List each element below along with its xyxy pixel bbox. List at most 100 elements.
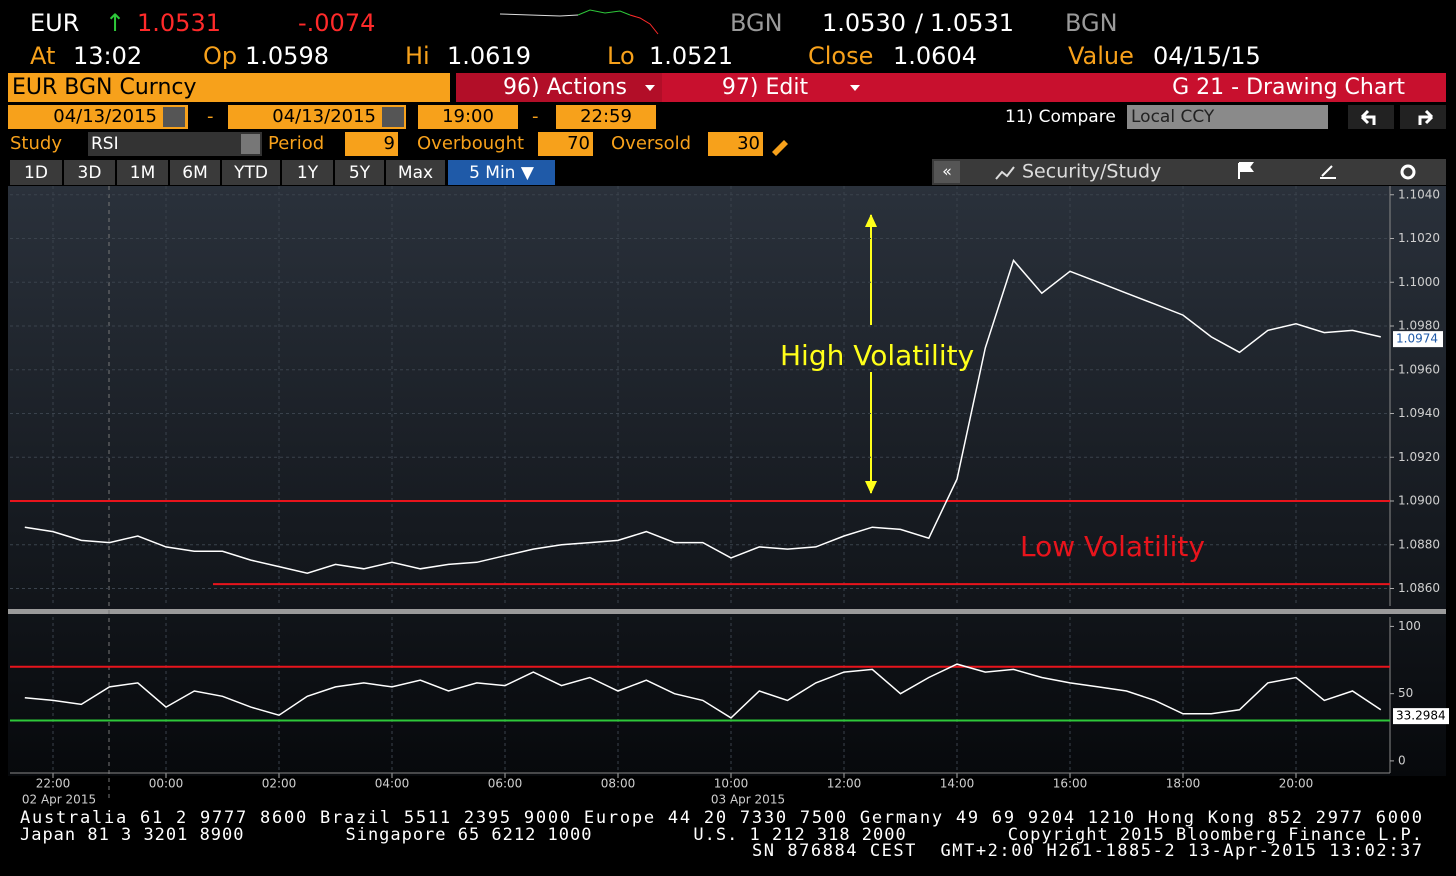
y-tick-label: 0 (1398, 753, 1406, 767)
footer-line: Australia 61 2 9777 8600 Brazil 5511 239… (20, 808, 1422, 828)
last-value-label: 33.2984 (1396, 709, 1446, 723)
value-date: 04/15/15 (1153, 42, 1261, 70)
bid-ccy: BGN (730, 9, 783, 37)
dash: - (207, 106, 214, 127)
tab-label[interactable]: 6M (182, 163, 207, 183)
oversold[interactable]: 30 (737, 133, 760, 154)
dropdown-icon (645, 85, 655, 91)
flag-icon[interactable] (1238, 162, 1254, 179)
tab[interactable] (117, 160, 168, 185)
study-select[interactable] (88, 132, 262, 156)
x-tick-label: 18:00 (1166, 777, 1201, 791)
study-label: Study (10, 133, 62, 154)
arrow: ↑ (105, 9, 125, 37)
y-tick-label: 1.1020 (1398, 231, 1440, 245)
end-date[interactable]: 04/13/2015 (272, 106, 376, 127)
compare[interactable]: Local CCY (1131, 107, 1215, 127)
value-label: Value (1068, 42, 1134, 70)
time-input[interactable] (418, 105, 518, 129)
panel-bar (932, 159, 1446, 185)
x-tick-label: 04:00 (375, 777, 410, 791)
time-input[interactable] (556, 105, 656, 129)
high-label: Hi (405, 42, 430, 70)
tab[interactable] (335, 160, 384, 185)
oversold-input[interactable] (708, 132, 763, 156)
security[interactable]: EUR BGN Curncy (12, 75, 197, 100)
compare-label: 11) Compare (1005, 107, 1116, 127)
open: 1.0598 (245, 42, 329, 70)
tab-label[interactable]: 3D (78, 163, 102, 183)
dropdown-icon[interactable] (241, 134, 260, 154)
line (24, 663, 1382, 719)
dropdown-icon (850, 85, 860, 91)
tab-label[interactable]: 1Y (297, 163, 319, 183)
close: 1.0604 (893, 42, 977, 70)
overbought-input[interactable] (538, 132, 593, 156)
x-tick-label: 22:00 (36, 777, 71, 791)
y-tick-label: 1.0940 (1398, 406, 1440, 420)
tab-label[interactable]: Max (398, 163, 433, 183)
period[interactable]: 9 (384, 133, 395, 154)
chart-icon (995, 166, 1015, 180)
x-tick-label: 08:00 (601, 777, 636, 791)
last-price-label: 1.0974 (1396, 332, 1438, 346)
at: 13:02 (73, 42, 142, 70)
tab[interactable] (386, 160, 445, 185)
security-box[interactable] (8, 73, 450, 102)
separator: / (915, 9, 924, 37)
compare-select[interactable] (1127, 105, 1328, 129)
tab-label[interactable]: 1M (130, 163, 155, 183)
tab-label[interactable]: 5Y (349, 163, 371, 183)
date-label: 02 Apr 2015 (22, 793, 96, 807)
tab[interactable] (10, 160, 62, 185)
end-time[interactable]: 22:59 (580, 106, 632, 127)
date-label: 03 Apr 2015 (711, 793, 785, 807)
y-tick-label: 1.1040 (1398, 187, 1440, 201)
start-time[interactable]: 19:00 (442, 106, 494, 127)
y-tick-label: 100 (1398, 619, 1421, 633)
low-label: Lo (607, 42, 635, 70)
tab-label[interactable]: 1D (24, 163, 48, 183)
period-input[interactable] (345, 132, 398, 156)
actions-button[interactable] (456, 73, 662, 102)
tab-label[interactable]: YTD (233, 163, 268, 183)
tab[interactable] (64, 160, 115, 185)
bid: 1.0530 (822, 9, 906, 37)
sparkline (499, 13, 579, 17)
pencil-icon[interactable] (772, 140, 788, 156)
y-tick-label: 1.0880 (1398, 537, 1440, 551)
footer-line: SN 876884 CEST GMT+2:00 H261-1885-2 13-A… (752, 841, 1422, 861)
last-value-box (1393, 708, 1449, 725)
collapse[interactable]: « (942, 162, 952, 181)
settings-icon[interactable] (1400, 164, 1416, 180)
calendar-icon[interactable] (382, 107, 404, 127)
panel-title[interactable]: Security/Study (1022, 161, 1161, 183)
tab[interactable] (448, 160, 555, 185)
tab[interactable] (170, 160, 220, 185)
low: 1.0521 (649, 42, 733, 70)
ticker: EUR (30, 9, 79, 37)
tab[interactable] (222, 160, 280, 185)
y-tick-label: 1.0960 (1398, 362, 1440, 376)
line (24, 258, 1381, 574)
date-input[interactable] (8, 105, 188, 129)
x-tick-label: 20:00 (1279, 777, 1314, 791)
y-tick-label: 1.0920 (1398, 450, 1440, 464)
overbought[interactable]: 70 (567, 133, 590, 154)
ask-ccy: BGN (1065, 9, 1118, 37)
calendar-icon[interactable] (163, 107, 185, 127)
annotation: High Volatility (780, 339, 974, 372)
collapse-button[interactable] (934, 161, 960, 183)
date-input[interactable] (228, 105, 406, 129)
start-date[interactable]: 04/13/2015 (53, 106, 157, 127)
sparkline (577, 9, 631, 16)
tab[interactable] (282, 160, 333, 185)
actions[interactable]: 96) Actions (503, 75, 627, 100)
draw-icon[interactable] (1320, 165, 1336, 179)
edit[interactable]: 97) Edit (722, 75, 809, 100)
tab-label[interactable]: 5 Min ▼ (469, 163, 535, 183)
x-tick-label: 02:00 (262, 777, 297, 791)
x-tick-label: 12:00 (827, 777, 862, 791)
study-name[interactable]: RSI (91, 134, 119, 154)
